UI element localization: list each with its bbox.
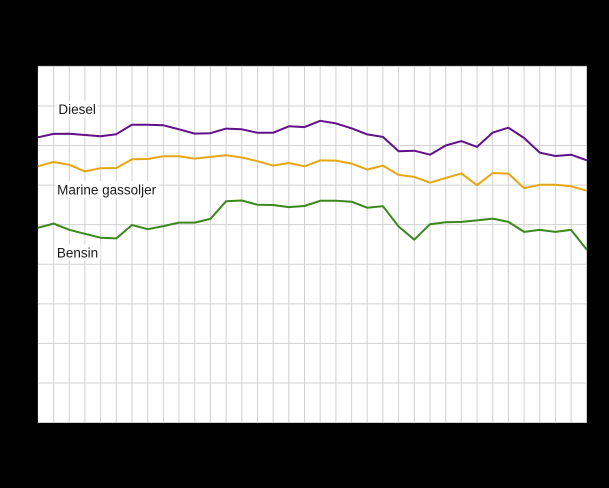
svg-text:Marine gassoljer: Marine gassoljer bbox=[57, 182, 157, 197]
svg-text:Diesel: Diesel bbox=[58, 102, 96, 117]
svg-text:Bensin: Bensin bbox=[57, 245, 98, 260]
